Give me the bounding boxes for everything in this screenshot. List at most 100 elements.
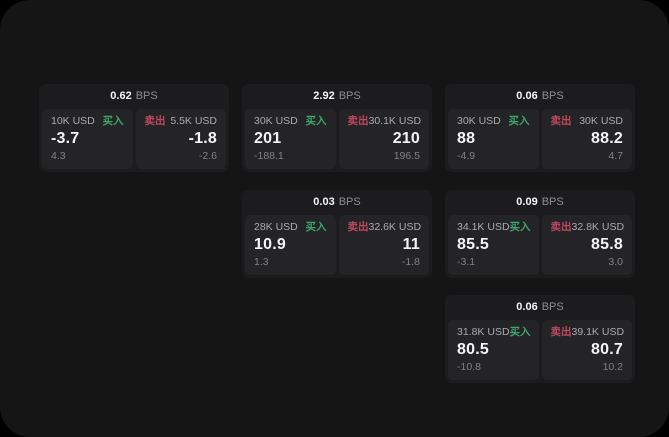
quote-panels: 31.8K USD 买入 80.5 -10.8 卖出 39.1K USD 80.… [448,320,632,380]
buy-side-label: 买入 [509,221,531,233]
bps-header: 0.62 BPS [42,84,226,109]
quote-card: 0.62 BPS 10K USD 买入 -3.7 4.3 卖出 5.5K USD… [39,84,229,172]
sell-amount-label: 5.5K USD [170,115,217,127]
sell-price-value: -1.8 [188,129,217,147]
sell-panel[interactable]: 卖出 32.8K USD 85.8 3.0 [541,215,632,275]
bps-unit: BPS [338,90,361,102]
sell-panel-top: 卖出 32.6K USD [347,221,422,234]
quote-card: 0.03 BPS 28K USD 买入 10.9 1.3 卖出 32.6K US… [242,190,432,278]
sell-sub-value: 3.0 [608,256,623,269]
quote-panels: 34.1K USD 买入 85.5 -3.1 卖出 32.8K USD 85.8… [448,215,632,275]
buy-sub-value: -10.8 [457,361,481,374]
quote-panels: 10K USD 买入 -3.7 4.3 卖出 5.5K USD -1.8 -2.… [42,109,226,169]
sell-panel-top: 卖出 32.8K USD [550,221,625,234]
buy-amount-label: 30K USD [254,115,298,127]
buy-sub-value: 1.3 [254,256,269,269]
bps-value: 0.03 [313,196,335,208]
sell-panel[interactable]: 卖出 30K USD 88.2 4.7 [541,109,632,169]
bps-value: 0.06 [516,301,538,313]
bps-unit: BPS [338,196,361,208]
buy-panel[interactable]: 31.8K USD 买入 80.5 -10.8 [448,320,539,380]
buy-panel-top: 30K USD 买入 [254,115,327,128]
sell-amount-label: 32.6K USD [368,221,422,233]
sell-amount-label: 30.1K USD [368,115,422,127]
sell-sub-value: 10.2 [602,361,623,374]
sell-panel-top: 卖出 30.1K USD [347,115,422,128]
sell-side-label: 卖出 [550,326,572,338]
buy-panel-top: 30K USD 买入 [457,115,530,128]
buy-price-value: 10.9 [254,235,286,253]
sell-panel-top: 卖出 5.5K USD [144,115,218,128]
sell-panel[interactable]: 卖出 39.1K USD 80.7 10.2 [541,320,632,380]
buy-side-label: 买入 [509,326,531,338]
sell-amount-label: 32.8K USD [571,221,625,233]
bps-value: 0.09 [516,196,538,208]
buy-panel-top: 10K USD 买入 [51,115,124,128]
buy-price-value: 85.5 [457,235,489,253]
sell-price-value: 11 [402,235,420,253]
sell-sub-value: 196.5 [393,150,420,163]
buy-sub-value: -188.1 [254,150,284,163]
buy-amount-label: 10K USD [51,115,95,127]
buy-price-value: 201 [254,129,282,147]
sell-side-label: 卖出 [347,115,369,127]
quote-panels: 28K USD 买入 10.9 1.3 卖出 32.6K USD 11 -1.8 [245,215,429,275]
buy-amount-label: 34.1K USD [457,221,510,233]
quote-panels: 30K USD 买入 88 -4.9 卖出 30K USD 88.2 4.7 [448,109,632,169]
sell-price-value: 88.2 [591,129,623,147]
bps-header: 0.06 BPS [448,84,632,109]
sell-price-value: 210 [392,129,420,147]
buy-amount-label: 28K USD [254,221,298,233]
quote-card: 0.06 BPS 30K USD 买入 88 -4.9 卖出 30K USD 8… [445,84,635,172]
buy-side-label: 买入 [305,221,327,233]
buy-panel[interactable]: 30K USD 买入 201 -188.1 [245,109,336,169]
sell-side-label: 卖出 [144,115,166,127]
sell-price-value: 85.8 [591,235,623,253]
bps-unit: BPS [541,90,564,102]
buy-panel[interactable]: 28K USD 买入 10.9 1.3 [245,215,336,275]
sell-panel[interactable]: 卖出 32.6K USD 11 -1.8 [338,215,429,275]
buy-panel[interactable]: 30K USD 买入 88 -4.9 [448,109,539,169]
quote-card: 0.09 BPS 34.1K USD 买入 85.5 -3.1 卖出 32.8K… [445,190,635,278]
sell-panel-top: 卖出 30K USD [550,115,624,128]
buy-sub-value: -3.1 [457,256,476,269]
buy-price-value: -3.7 [51,129,80,147]
bps-header: 0.09 BPS [448,190,632,215]
sell-panel[interactable]: 卖出 30.1K USD 210 196.5 [338,109,429,169]
buy-panel[interactable]: 34.1K USD 买入 85.5 -3.1 [448,215,539,275]
buy-sub-value: 4.3 [51,150,66,163]
buy-amount-label: 30K USD [457,115,501,127]
bps-value: 0.06 [516,90,538,102]
sell-panel[interactable]: 卖出 5.5K USD -1.8 -2.6 [135,109,226,169]
quote-card: 2.92 BPS 30K USD 买入 201 -188.1 卖出 30.1K … [242,84,432,172]
sell-amount-label: 30K USD [579,115,623,127]
sell-side-label: 卖出 [550,221,572,233]
sell-sub-value: -1.8 [401,256,420,269]
buy-amount-label: 31.8K USD [457,326,510,338]
buy-panel-top: 28K USD 买入 [254,221,327,234]
bps-header: 2.92 BPS [245,84,429,109]
bps-header: 0.06 BPS [448,295,632,320]
sell-sub-value: -2.6 [198,150,217,163]
buy-price-value: 80.5 [457,340,489,358]
sell-side-label: 卖出 [347,221,369,233]
buy-panel[interactable]: 10K USD 买入 -3.7 4.3 [42,109,133,169]
bps-header: 0.03 BPS [245,190,429,215]
buy-price-value: 88 [457,129,476,147]
sell-amount-label: 39.1K USD [571,326,625,338]
buy-sub-value: -4.9 [457,150,476,163]
buy-panel-top: 31.8K USD 买入 [457,326,531,339]
buy-panel-top: 34.1K USD 买入 [457,221,531,234]
sell-price-value: 80.7 [591,340,623,358]
quote-panels: 30K USD 买入 201 -188.1 卖出 30.1K USD 210 1… [245,109,429,169]
sell-sub-value: 4.7 [608,150,623,163]
sell-panel-top: 卖出 39.1K USD [550,326,625,339]
buy-side-label: 买入 [508,115,530,127]
bps-value: 0.62 [110,90,132,102]
buy-side-label: 买入 [102,115,124,127]
sell-side-label: 卖出 [550,115,572,127]
bps-unit: BPS [135,90,158,102]
bps-unit: BPS [541,196,564,208]
